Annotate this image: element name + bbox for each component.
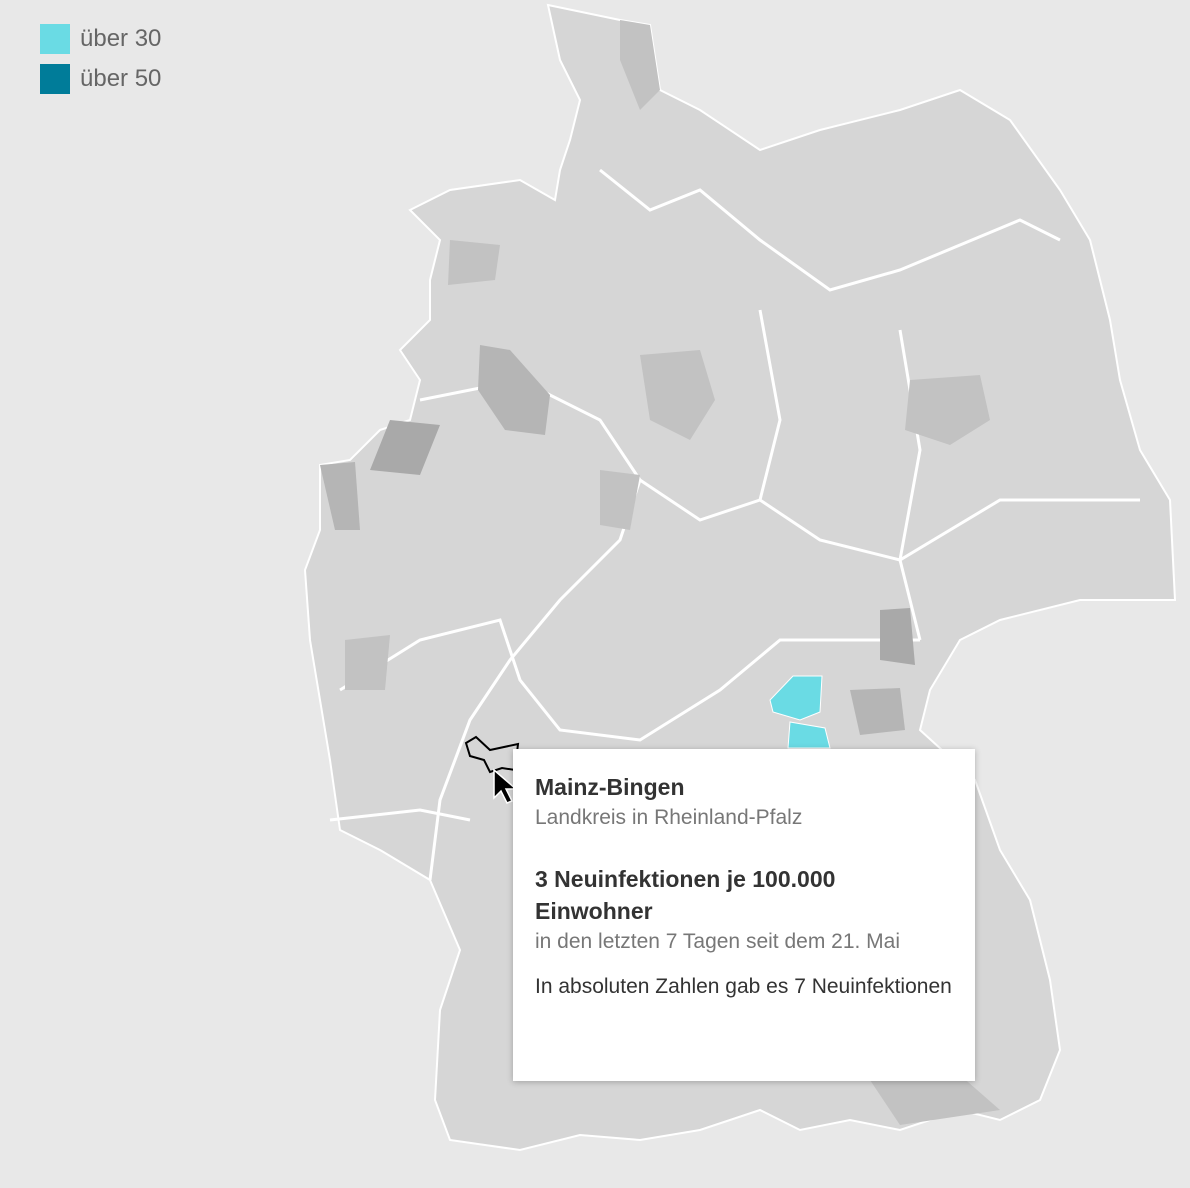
district-elevated: [320, 462, 360, 530]
district-elevated: [905, 375, 990, 445]
district-elevated: [600, 470, 640, 530]
tooltip-district-name: Mainz-Bingen: [535, 774, 685, 800]
legend: über 30 über 50: [40, 19, 161, 99]
district-elevated: [370, 420, 440, 475]
legend-label: über 50: [80, 65, 162, 92]
district-elevated: [345, 635, 390, 690]
tooltip-incidence: 3 Neuinfektionen je 100.000 Einwohner: [535, 866, 836, 924]
state-borders: [329, 168, 1140, 881]
district-elevated: [478, 345, 550, 435]
district-tooltip: Mainz-Bingen Landkreis in Rheinland-Pfal…: [513, 749, 975, 1081]
district-elevated: [880, 608, 915, 665]
district-shading: [320, 20, 1000, 1125]
district-over-30: [769, 675, 823, 721]
district-elevated: [620, 20, 660, 110]
district-elevated: [870, 1075, 1000, 1125]
legend-swatch: [40, 64, 70, 94]
district-over-30: [787, 721, 831, 749]
district-elevated: [448, 240, 500, 285]
hovered-district-mainz-bingen[interactable]: [464, 735, 520, 774]
tooltip-district-type: Landkreis in Rheinland-Pfalz: [535, 806, 803, 829]
tooltip-absolute: In absoluten Zahlen gab es 7 Neuinfektio…: [535, 975, 952, 998]
legend-label: über 30: [80, 25, 162, 52]
district-elevated: [850, 688, 905, 735]
legend-item-over-30: über 30: [40, 19, 161, 59]
legend-item-over-50: über 50: [40, 59, 161, 99]
tooltip-period: in den letzten 7 Tagen seit dem 21. Mai: [535, 930, 901, 953]
district-elevated: [640, 350, 715, 440]
legend-swatch: [40, 24, 70, 54]
